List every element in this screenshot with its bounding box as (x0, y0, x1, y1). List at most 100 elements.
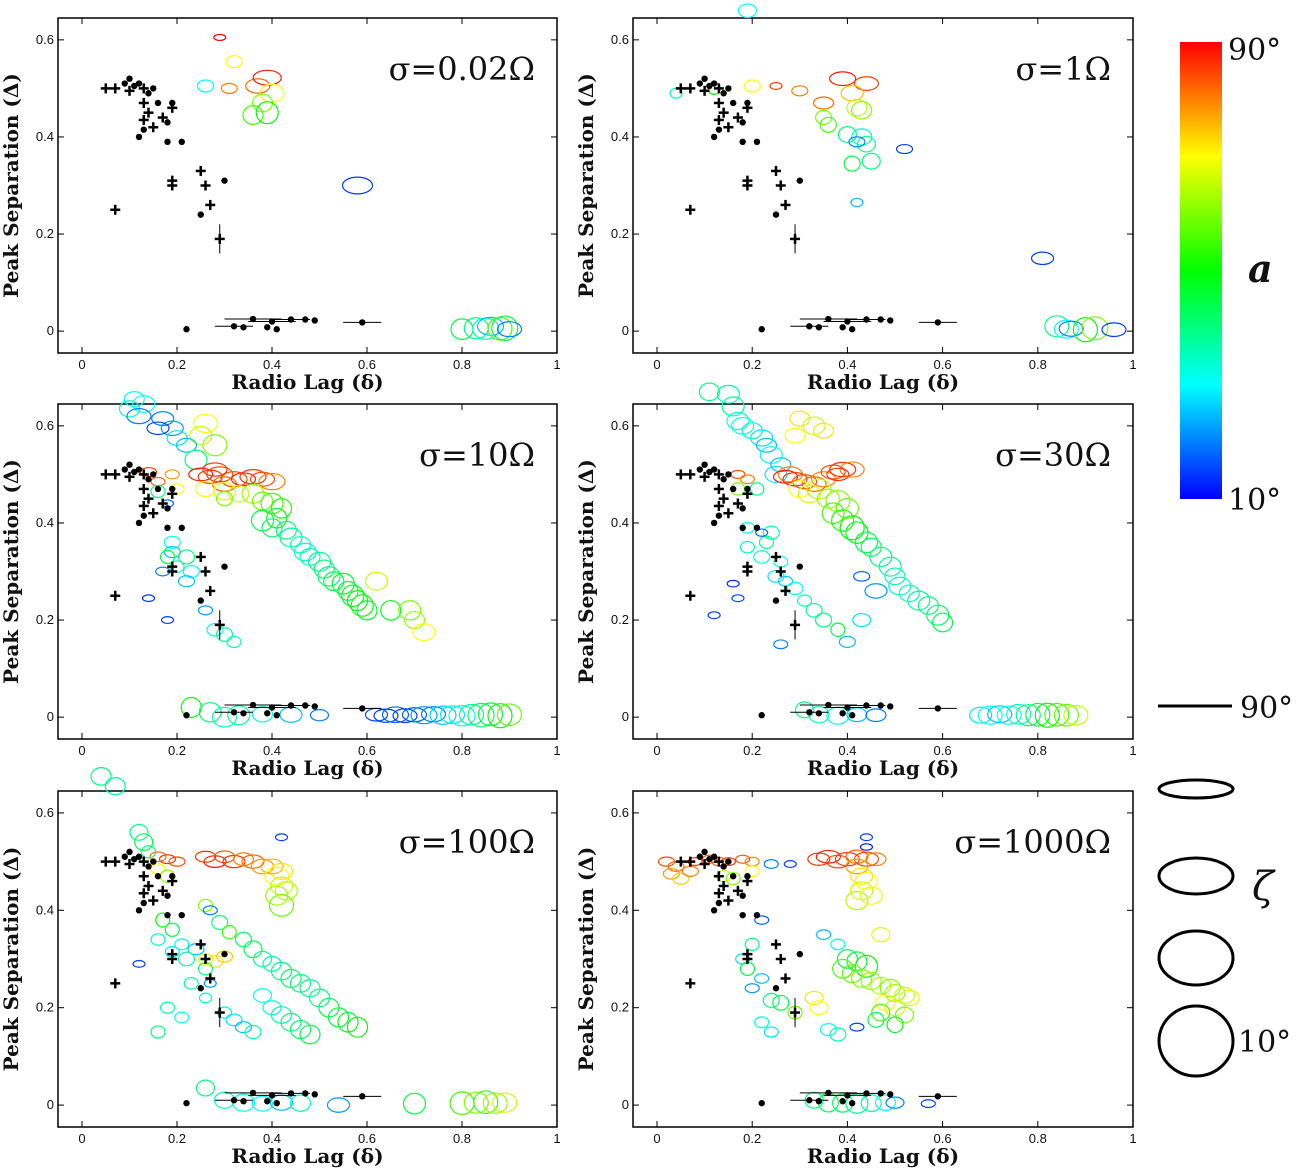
data-ellipse (313, 559, 335, 579)
data-ellipse (264, 866, 290, 886)
observed-point-dot (825, 701, 832, 709)
data-ellipse (174, 1011, 190, 1024)
observed-point-dot (729, 485, 737, 493)
observed-point-dot (221, 177, 228, 184)
data-ellipse (784, 427, 806, 444)
size-legend-ellipse-4 (1157, 1004, 1235, 1078)
data-ellipse (150, 476, 166, 487)
data-ellipse (221, 925, 237, 940)
data-ellipse (859, 833, 874, 842)
data-ellipse (1030, 251, 1055, 266)
y-tick-label: 0.4 (611, 129, 629, 144)
y-tick-label: 0.2 (611, 1000, 629, 1015)
data-ellipse (132, 395, 156, 413)
data-ellipse (662, 867, 680, 880)
observed-point-dot (739, 524, 746, 532)
colorbar-max-label: 90° (1228, 33, 1281, 68)
observed-point-dot (221, 563, 228, 570)
data-ellipse (851, 100, 873, 120)
data-ellipse (726, 579, 740, 588)
x-tick-label: 1 (1129, 1131, 1136, 1146)
data-ellipse (197, 898, 214, 913)
data-ellipse (815, 929, 832, 941)
data-ellipse (829, 461, 857, 478)
data-ellipse (657, 856, 676, 867)
observed-point-dot (230, 709, 238, 716)
data-ellipse (969, 706, 993, 724)
data-ellipse (439, 705, 466, 725)
data-ellipse (783, 860, 797, 869)
observed-point-dot (249, 1089, 257, 1097)
observed-point-dot (863, 702, 870, 709)
observed-point-dot (744, 485, 751, 493)
observed-point-dot (240, 1097, 247, 1105)
observed-point-dot (744, 99, 751, 107)
data-ellipse (864, 583, 888, 599)
data-ellipse (158, 854, 177, 865)
data-ellipse (681, 865, 699, 877)
data-ellipse (212, 482, 237, 501)
data-ellipse (269, 862, 294, 880)
data-ellipse (846, 99, 868, 117)
y-tick-label: 0 (622, 709, 629, 724)
data-ellipse (496, 703, 523, 727)
observed-point-dot (287, 316, 295, 323)
data-ellipse (865, 708, 887, 723)
data-ellipse (227, 705, 251, 726)
observed-point-dot (264, 710, 271, 717)
data-ellipse (150, 933, 166, 946)
data-ellipse (898, 989, 920, 1007)
observed-point-dot (739, 911, 746, 919)
observed-point-dot (121, 853, 128, 860)
data-ellipse (177, 951, 196, 967)
observed-point-dot (302, 702, 309, 709)
data-ellipse (258, 472, 286, 491)
data-ellipse (851, 969, 873, 988)
data-ellipse (177, 549, 196, 565)
data-ellipse (299, 1024, 321, 1045)
observed-point-dot (302, 1090, 309, 1097)
y-tick-label: 0.2 (611, 226, 629, 241)
data-ellipse (773, 639, 789, 650)
observed-point-dot (183, 712, 190, 719)
data-ellipse (163, 535, 181, 549)
observed-point-dot (164, 911, 171, 919)
observed-point-dot (126, 848, 133, 856)
observed-point-dot (273, 326, 280, 333)
observed-point-dot (729, 873, 737, 880)
observed-point-dot (126, 461, 133, 468)
data-ellipse (819, 116, 837, 133)
observed-point-dot (877, 702, 884, 709)
data-ellipse (814, 612, 833, 628)
x-tick-label: 0.2 (168, 357, 186, 372)
data-ellipse (160, 616, 175, 625)
colorbar-gradient (1180, 42, 1222, 499)
observed-point-dot (934, 705, 942, 712)
observed-point-dot (273, 712, 280, 719)
x-tick-label: 1 (1129, 357, 1136, 372)
observed-point-dot (311, 317, 318, 324)
y-axis-label: Peak Separation (Δ) (0, 73, 23, 298)
observed-point-dot (287, 1090, 295, 1097)
data-ellipse (750, 429, 774, 447)
y-tick-label: 0.2 (36, 612, 54, 627)
observed-point-dot (135, 466, 143, 473)
observed-point-dot (150, 858, 157, 865)
data-ellipse (174, 938, 190, 951)
observed-point-dot (715, 126, 723, 133)
data-ellipse (850, 197, 864, 208)
data-ellipse (356, 600, 378, 621)
data-ellipse (251, 705, 274, 723)
x-axis-label: Radio Lag (δ) (231, 1144, 383, 1168)
size-legend-top-label: 90° (1240, 691, 1293, 726)
data-ellipse (739, 540, 756, 554)
observed-point-dot (887, 703, 894, 710)
data-ellipse (741, 422, 763, 440)
data-ellipse (398, 600, 422, 621)
observed-point-dot (178, 138, 185, 146)
data-ellipse (821, 502, 845, 525)
data-ellipse (707, 611, 721, 620)
data-ellipse (861, 152, 881, 170)
panel-title: σ=30Ω (995, 436, 1111, 474)
observed-point-dot (848, 1099, 856, 1107)
